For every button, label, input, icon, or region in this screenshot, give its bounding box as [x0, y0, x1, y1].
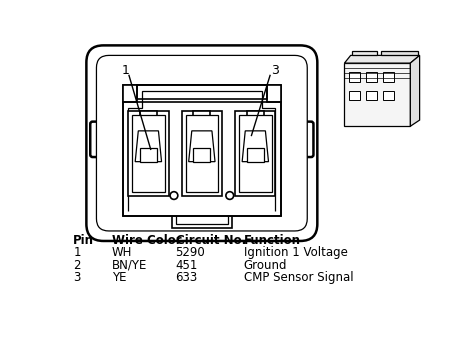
Polygon shape [381, 51, 418, 55]
Text: 1: 1 [73, 246, 81, 259]
Text: Wire Color: Wire Color [112, 234, 182, 247]
Bar [349, 73, 360, 81]
Circle shape [226, 192, 234, 199]
Bar [140, 148, 157, 162]
Text: Function: Function [244, 234, 301, 247]
Text: Ground: Ground [244, 259, 287, 272]
Bar [247, 148, 264, 162]
Bar [366, 73, 377, 81]
Bar [140, 111, 157, 125]
Polygon shape [345, 55, 419, 63]
Bar [383, 73, 394, 81]
Text: YE: YE [112, 271, 127, 284]
Polygon shape [135, 131, 162, 162]
Bar [235, 111, 275, 196]
Bar [239, 115, 272, 192]
Text: 1: 1 [121, 64, 129, 76]
Polygon shape [352, 51, 377, 55]
Text: CMP Sensor Signal: CMP Sensor Signal [244, 271, 353, 284]
Bar [345, 63, 410, 126]
Text: 633: 633 [175, 271, 198, 284]
Bar [186, 115, 218, 192]
Text: BN/YE: BN/YE [112, 259, 147, 272]
Polygon shape [189, 131, 215, 162]
Text: 3: 3 [73, 271, 81, 284]
Circle shape [170, 192, 178, 199]
Text: 3: 3 [271, 64, 279, 76]
Bar [123, 85, 281, 102]
Bar [383, 91, 394, 100]
FancyBboxPatch shape [90, 122, 109, 157]
Bar [132, 115, 164, 192]
Bar [193, 111, 210, 125]
Bar [193, 148, 210, 162]
FancyBboxPatch shape [295, 122, 313, 157]
Bar [366, 91, 377, 100]
Text: Ignition 1 Voltage: Ignition 1 Voltage [244, 246, 347, 259]
Text: Circuit No.: Circuit No. [175, 234, 246, 247]
Bar [182, 111, 222, 196]
Text: 2: 2 [73, 259, 81, 272]
Polygon shape [410, 55, 419, 126]
Text: Pin: Pin [73, 234, 94, 247]
Text: 5290: 5290 [175, 246, 205, 259]
Bar [247, 111, 264, 125]
Bar [128, 111, 169, 196]
Bar [349, 91, 360, 100]
Polygon shape [242, 131, 268, 162]
FancyBboxPatch shape [96, 55, 307, 231]
Bar [137, 85, 267, 99]
Text: 451: 451 [175, 259, 198, 272]
Bar [123, 85, 281, 216]
Text: WH: WH [112, 246, 132, 259]
FancyBboxPatch shape [86, 45, 317, 241]
